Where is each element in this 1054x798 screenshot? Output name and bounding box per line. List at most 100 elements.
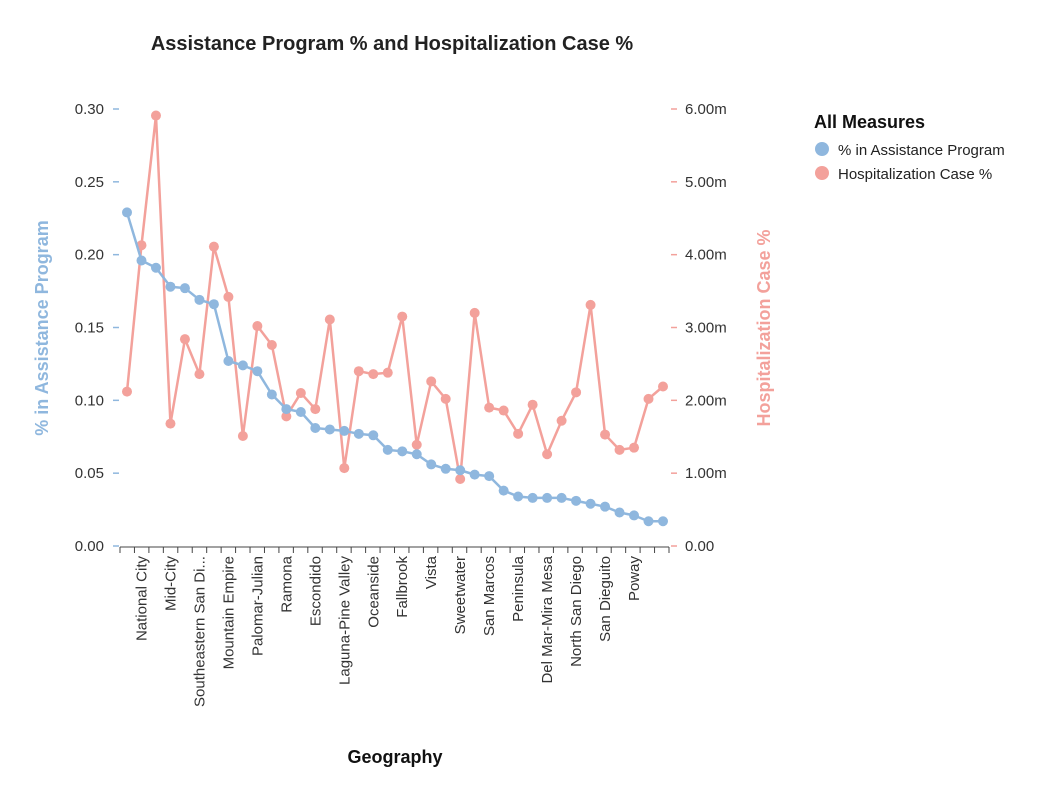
x-tick-label: Escondido [307,556,324,626]
hospitalization-point[interactable] [585,299,596,310]
assistance-point[interactable] [527,492,538,503]
hospitalization-point[interactable] [368,369,379,380]
assistance-point[interactable] [600,501,611,512]
assistance-point[interactable] [237,360,248,371]
hospitalization-point[interactable] [658,381,668,392]
right-tick-label: 5.00m [685,174,727,191]
right-tick-label: 2.00m [685,392,727,409]
assistance-point[interactable] [165,281,176,292]
hospitalization-point[interactable] [542,449,553,460]
x-tick-label: Ramona [278,555,295,612]
assistance-point[interactable] [368,430,379,441]
assistance-point[interactable] [571,495,582,506]
assistance-point[interactable] [455,465,466,476]
assistance-point[interactable] [208,299,219,310]
hospitalization-point[interactable] [600,429,611,440]
assistance-point[interactable] [324,424,335,435]
hospitalization-point[interactable] [237,431,248,442]
hospitalization-point[interactable] [556,415,567,426]
assistance-point[interactable] [179,283,190,294]
assistance-point[interactable] [295,406,306,417]
hospitalization-point[interactable] [469,307,480,318]
assistance-point[interactable] [136,255,147,266]
assistance-point[interactable] [411,449,422,460]
assistance-point[interactable] [426,459,437,470]
assistance-point[interactable] [585,498,596,509]
assistance-point[interactable] [658,516,668,527]
right-tick-label: 3.00m [685,320,727,337]
hospitalization-point[interactable] [397,311,408,322]
assistance-point[interactable] [194,294,205,305]
assistance-point[interactable] [484,471,495,482]
assistance-point[interactable] [266,389,277,400]
assistance-point[interactable] [614,507,625,518]
assistance-point[interactable] [629,510,640,521]
x-tick-label: North San Diego [568,556,585,667]
assistance-point[interactable] [469,469,480,480]
assistance-point[interactable] [382,444,393,455]
x-tick-label: Sweetwater [452,556,469,634]
hospitalization-point[interactable] [281,411,292,422]
hospitalization-point[interactable] [136,240,147,251]
hospitalization-point[interactable] [440,393,451,404]
legend-marker-assistance[interactable] [815,142,829,156]
hospitalization-point[interactable] [266,339,277,350]
hospitalization-point[interactable] [614,444,625,455]
assistance-point[interactable] [556,492,567,503]
assistance-point[interactable] [513,491,524,502]
assistance-point[interactable] [339,425,350,436]
left-tick-label: 0.20 [75,247,104,264]
hospitalization-point[interactable] [527,399,538,410]
hospitalization-point[interactable] [629,442,640,453]
x-tick-label: Oceanside [365,556,382,628]
legend-label-hospitalization[interactable]: Hospitalization Case % [838,166,992,183]
hospitalization-point[interactable] [165,418,176,429]
legend: All Measures % in Assistance Program Hos… [814,112,1005,183]
hospitalization-point[interactable] [194,369,205,380]
assistance-point[interactable] [223,356,234,367]
assistance-point[interactable] [252,366,263,377]
assistance-point[interactable] [281,404,292,415]
assistance-point[interactable] [498,485,509,496]
hospitalization-point[interactable] [208,241,219,252]
hospitalization-point[interactable] [426,376,437,387]
assistance-point[interactable] [542,492,553,503]
legend-label-assistance[interactable]: % in Assistance Program [838,142,1005,159]
assistance-point[interactable] [643,516,654,527]
assistance-point[interactable] [150,262,161,273]
hospitalization-point[interactable] [498,405,509,416]
x-tick-label: Southeastern San Di... [191,556,208,707]
hospitalization-point[interactable] [353,366,364,377]
hospitalization-point[interactable] [223,291,234,302]
hospitalization-point[interactable] [382,367,393,378]
right-tick-label: 0.00 [685,538,714,555]
assistance-point[interactable] [353,428,364,439]
assistance-point[interactable] [122,207,132,218]
assistance-point[interactable] [310,423,321,434]
hospitalization-point[interactable] [571,387,582,398]
x-tick-label: Mountain Empire [220,556,237,669]
x-tick-label: San Marcos [481,556,498,636]
left-tick-label: 0.00 [75,538,104,555]
left-tick-label: 0.15 [75,320,104,337]
hospitalization-point[interactable] [339,463,350,474]
right-tick-label: 1.00m [685,465,727,482]
hospitalization-point[interactable] [513,428,524,439]
hospitalization-point[interactable] [295,388,306,399]
hospitalization-point[interactable] [455,473,466,484]
hospitalization-point[interactable] [411,439,422,450]
hospitalization-point[interactable] [324,314,335,325]
legend-marker-hospitalization[interactable] [815,166,829,180]
hospitalization-point[interactable] [484,402,495,413]
hospitalization-point[interactable] [310,404,321,415]
x-tick-label: Palomar-Julian [249,556,266,656]
hospitalization-point[interactable] [252,321,263,332]
hospitalization-point[interactable] [150,110,161,121]
series-line-hospitalization [125,114,664,481]
legend-title: All Measures [814,112,925,132]
hospitalization-point[interactable] [122,386,132,397]
hospitalization-point[interactable] [179,334,190,345]
assistance-point[interactable] [397,446,408,457]
hospitalization-point[interactable] [643,393,654,404]
assistance-point[interactable] [440,463,451,474]
